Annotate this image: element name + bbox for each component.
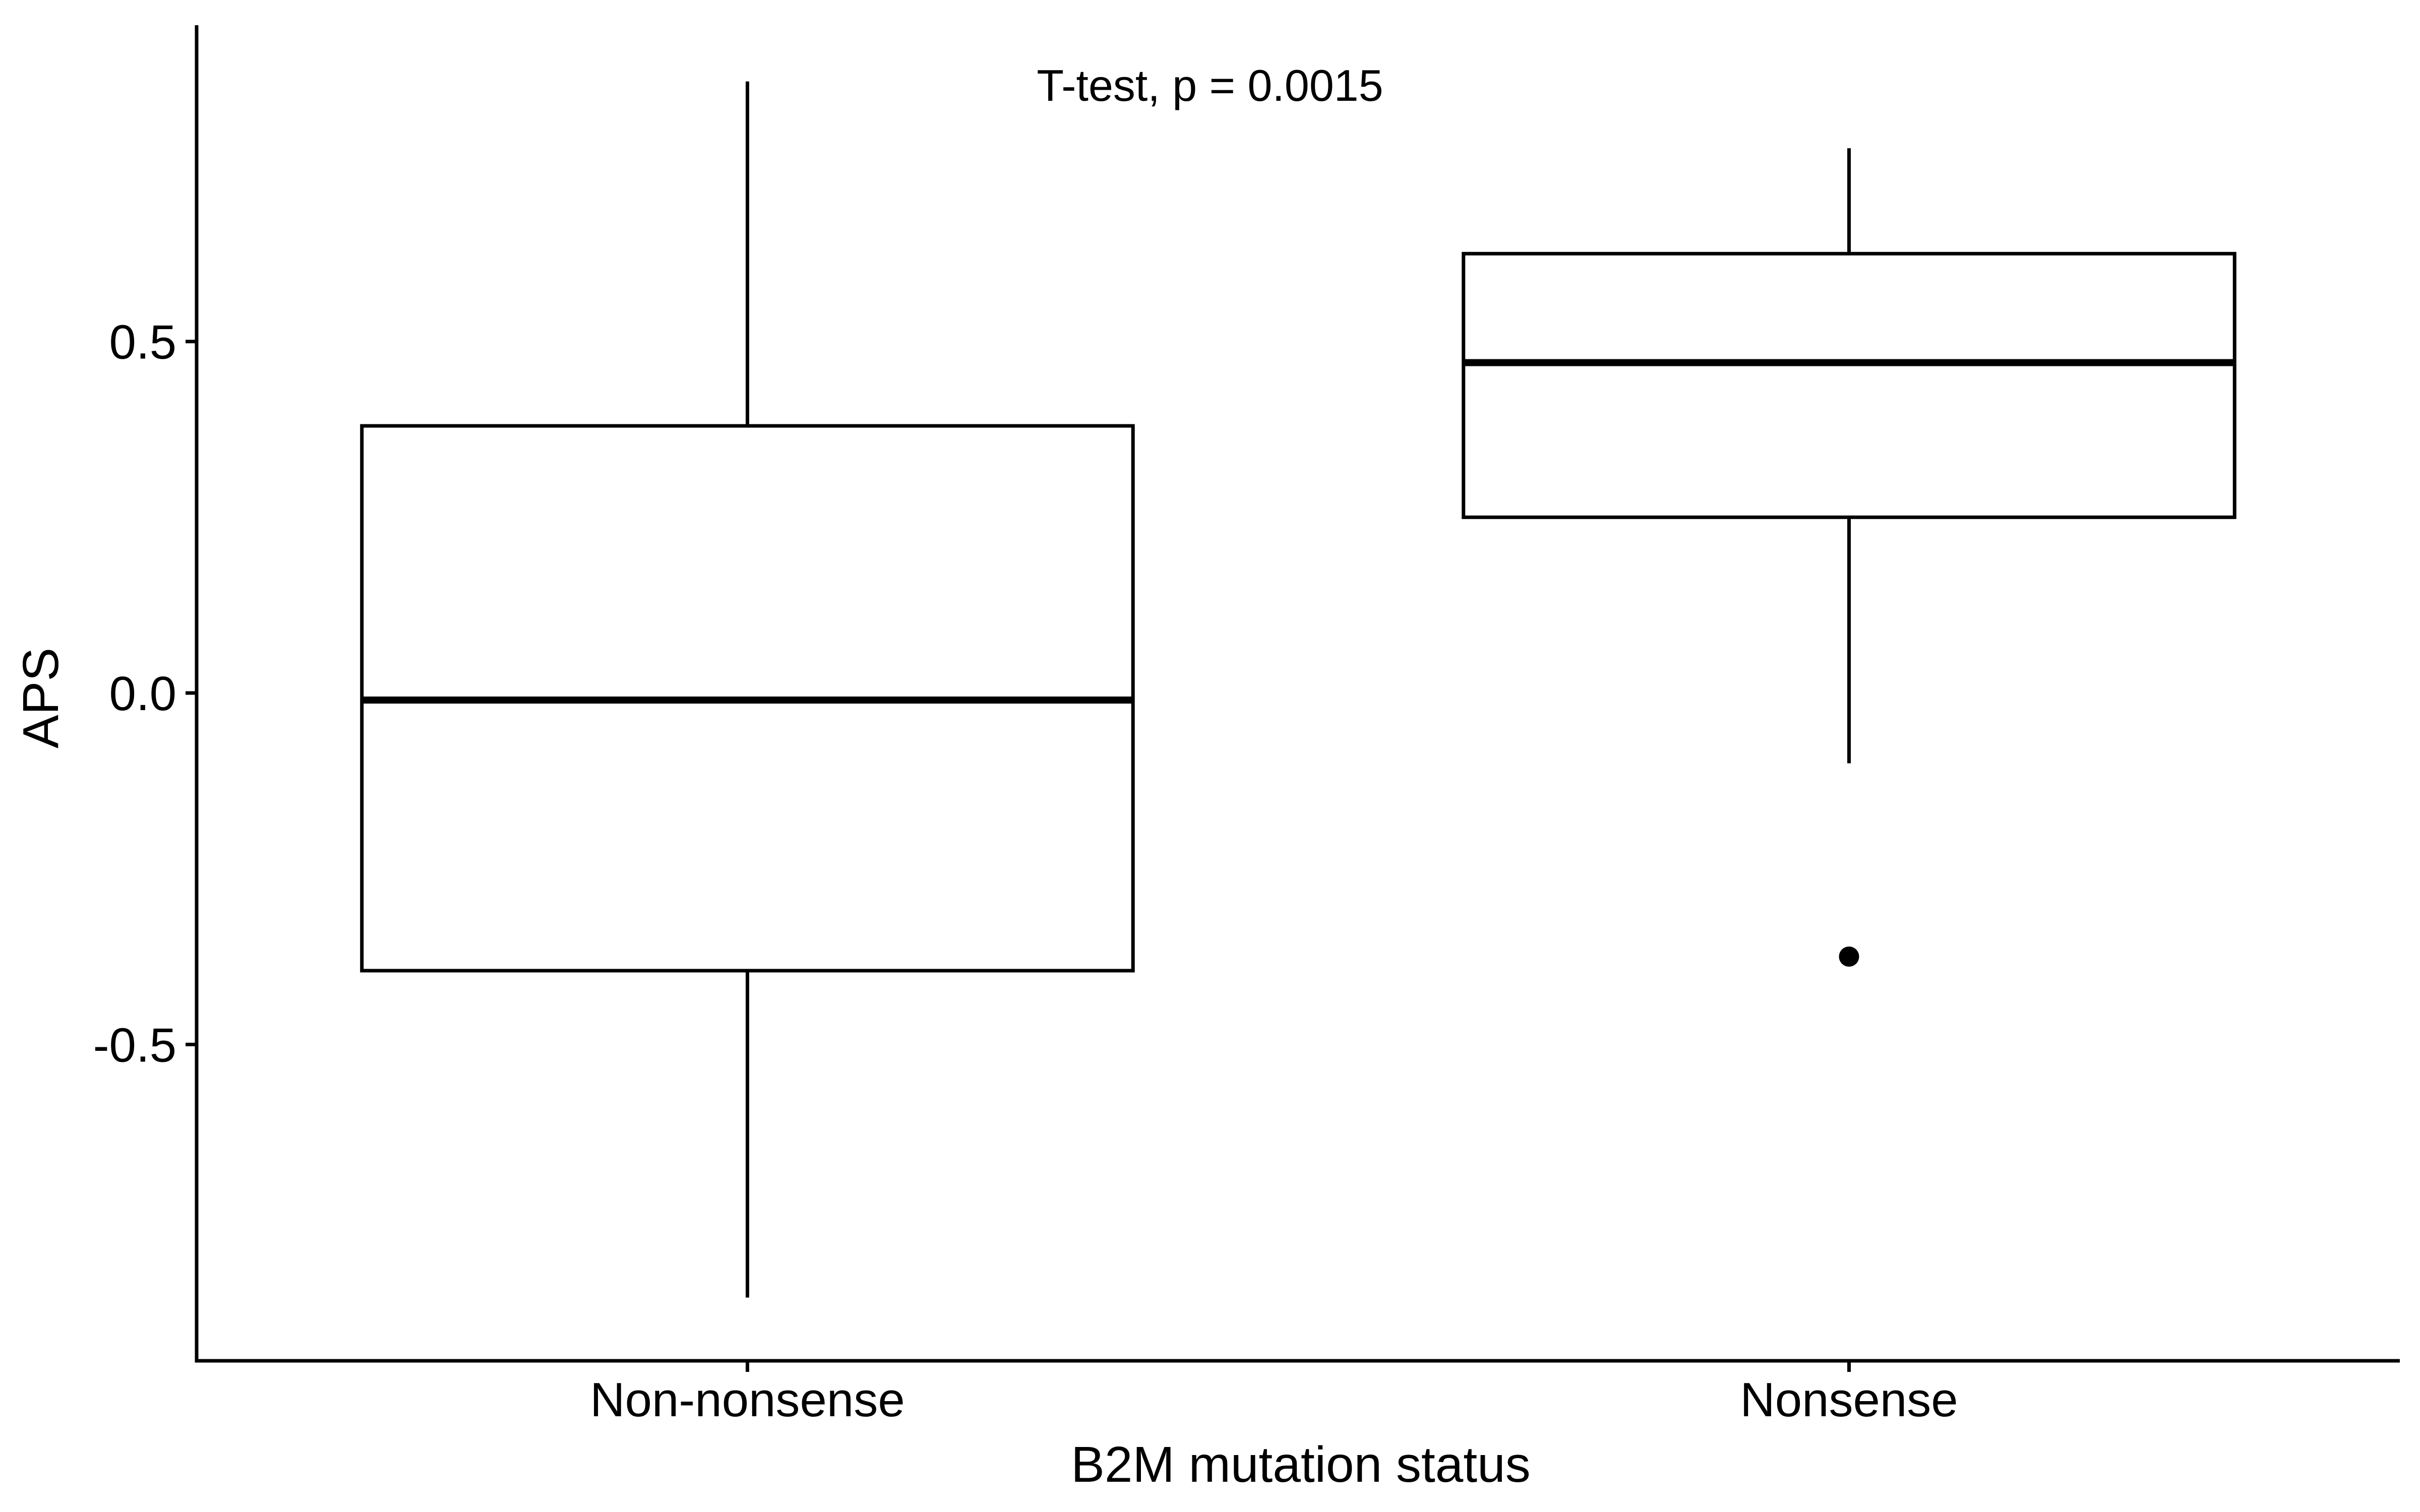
box-group-nonsense — [1462, 148, 2236, 967]
y-axis-title: APS — [13, 648, 69, 748]
y-tick-label: -0.5 — [93, 1018, 176, 1072]
y-tick-label: 0.5 — [109, 316, 176, 369]
plot-area — [360, 81, 2236, 1298]
x-tick-label: Non-nonsense — [590, 1373, 904, 1427]
y-axis-ticks: 0.5 0.0 -0.5 — [93, 316, 197, 1072]
t-test-annotation: T-test, p = 0.0015 — [1037, 60, 1383, 110]
x-axis-title: B2M mutation status — [1071, 1436, 1531, 1493]
outlier-point — [1839, 947, 1859, 967]
box-group-non-nonsense — [360, 81, 1135, 1298]
x-tick-label: Nonsense — [1740, 1373, 1958, 1427]
iqr-box — [1462, 251, 2236, 519]
x-axis-ticks: Non-nonsense Nonsense — [590, 1361, 1958, 1427]
y-tick-label: 0.0 — [109, 667, 176, 721]
